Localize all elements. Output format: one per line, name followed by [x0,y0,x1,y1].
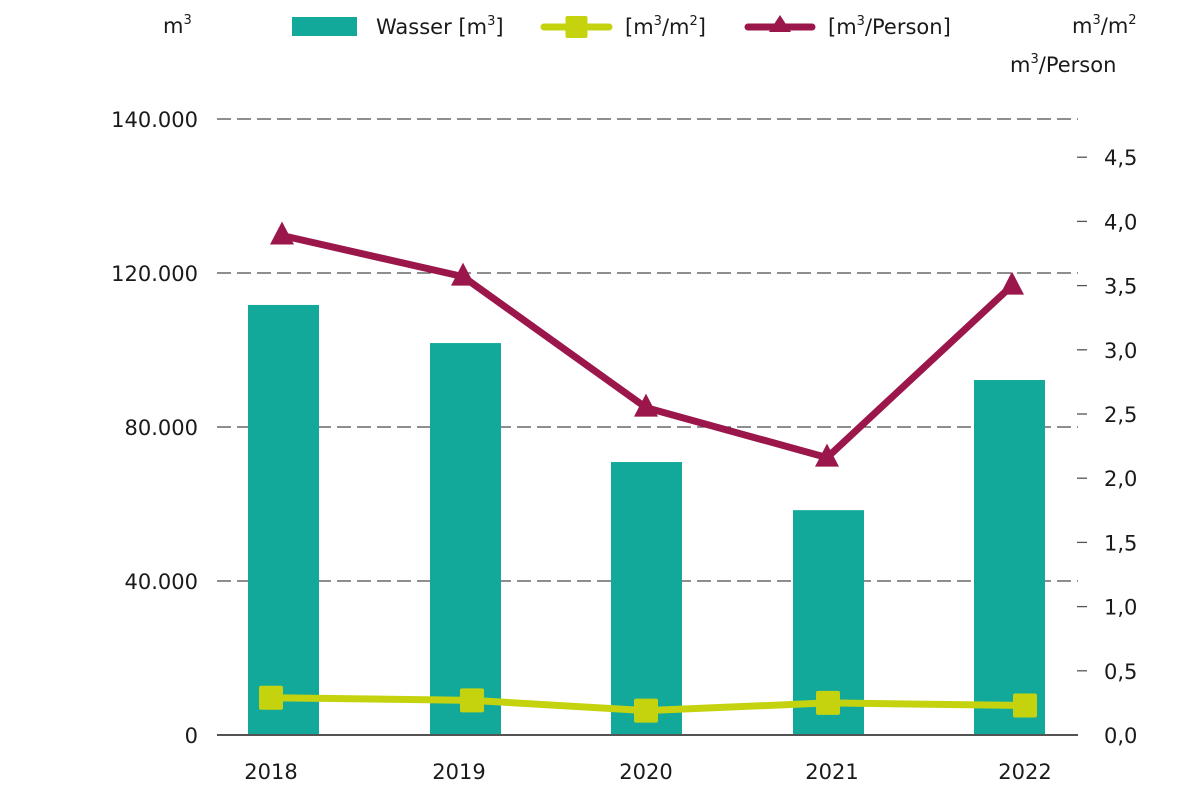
x-tick-label: 2021 [805,760,858,784]
legend-label: Wasser [m3] [376,14,504,39]
right-tick-label: 1,5 [1104,531,1137,555]
right-tick-label: 4,5 [1104,146,1137,170]
marker-square-2019 [460,688,484,713]
bars [248,304,1045,734]
marker-square-2021 [816,690,840,715]
right-tick-label: 3,0 [1104,339,1137,363]
marker-square-2020 [634,698,658,723]
axis-titles: m3 m3/m2 m3/Person [163,13,1137,77]
right-tick-label: 0,0 [1104,724,1137,748]
x-axis: 2018 2019 2020 2021 2022 [244,760,1051,784]
left-axis: 0 40.000 80.000 120.000 140.000 [111,108,198,748]
bar-2018 [248,304,319,734]
right-tick-label: 2,5 [1104,403,1137,427]
bar-2022 [974,380,1045,734]
left-tick-label: 40.000 [125,570,198,594]
marker-square-2018 [259,685,283,710]
legend-label: [m3/Person] [828,14,951,39]
right-axis: 0,0 0,5 1,0 1,5 2,0 2,5 3,0 3,5 4,0 4,5 [1077,146,1137,748]
right-tick-label: 3,5 [1104,275,1137,299]
legend-label: [m3/m2] [625,14,706,39]
left-tick-label: 80.000 [125,416,198,440]
right-axis-title-m3-per-person: m3/Person [1010,52,1116,77]
right-tick-label: 4,0 [1104,210,1137,234]
marker-triangle-2018 [270,221,294,245]
legend-item: [m3/m2] [540,14,706,39]
x-tick-label: 2022 [998,760,1051,784]
marker-triangle-2021 [815,443,839,467]
legend-marker-square [565,16,588,38]
line-m3-per-person [278,232,1016,462]
bar-2020 [611,462,682,734]
left-tick-label: 0 [185,724,198,748]
legend-swatch-bar [292,17,357,36]
lines [259,221,1037,723]
left-tick-label: 120.000 [111,262,198,286]
marker-square-2022 [1013,693,1037,718]
left-axis-title: m3 [163,13,192,38]
marker-triangle-2020 [634,393,658,417]
legend-item: [m3/Person] [744,14,951,39]
right-tick-label: 1,0 [1104,596,1137,620]
right-tick-label: 0,5 [1104,660,1137,684]
x-tick-label: 2019 [432,760,485,784]
right-tick-label: 2,0 [1104,467,1137,491]
bar-2019 [430,343,501,734]
x-tick-label: 2018 [244,760,297,784]
right-axis-title-m3-per-m2: m3/m2 [1072,13,1137,38]
legend-marker-triangle [769,15,791,32]
legend-item: Wasser [m3] [292,14,504,39]
legend: Wasser [m3] [m3/m2] [m3/Person] [292,14,951,39]
left-tick-label: 140.000 [111,108,198,132]
marker-triangle-2022 [1000,271,1024,295]
x-tick-label: 2020 [619,760,672,784]
marker-triangle-2019 [451,262,475,286]
